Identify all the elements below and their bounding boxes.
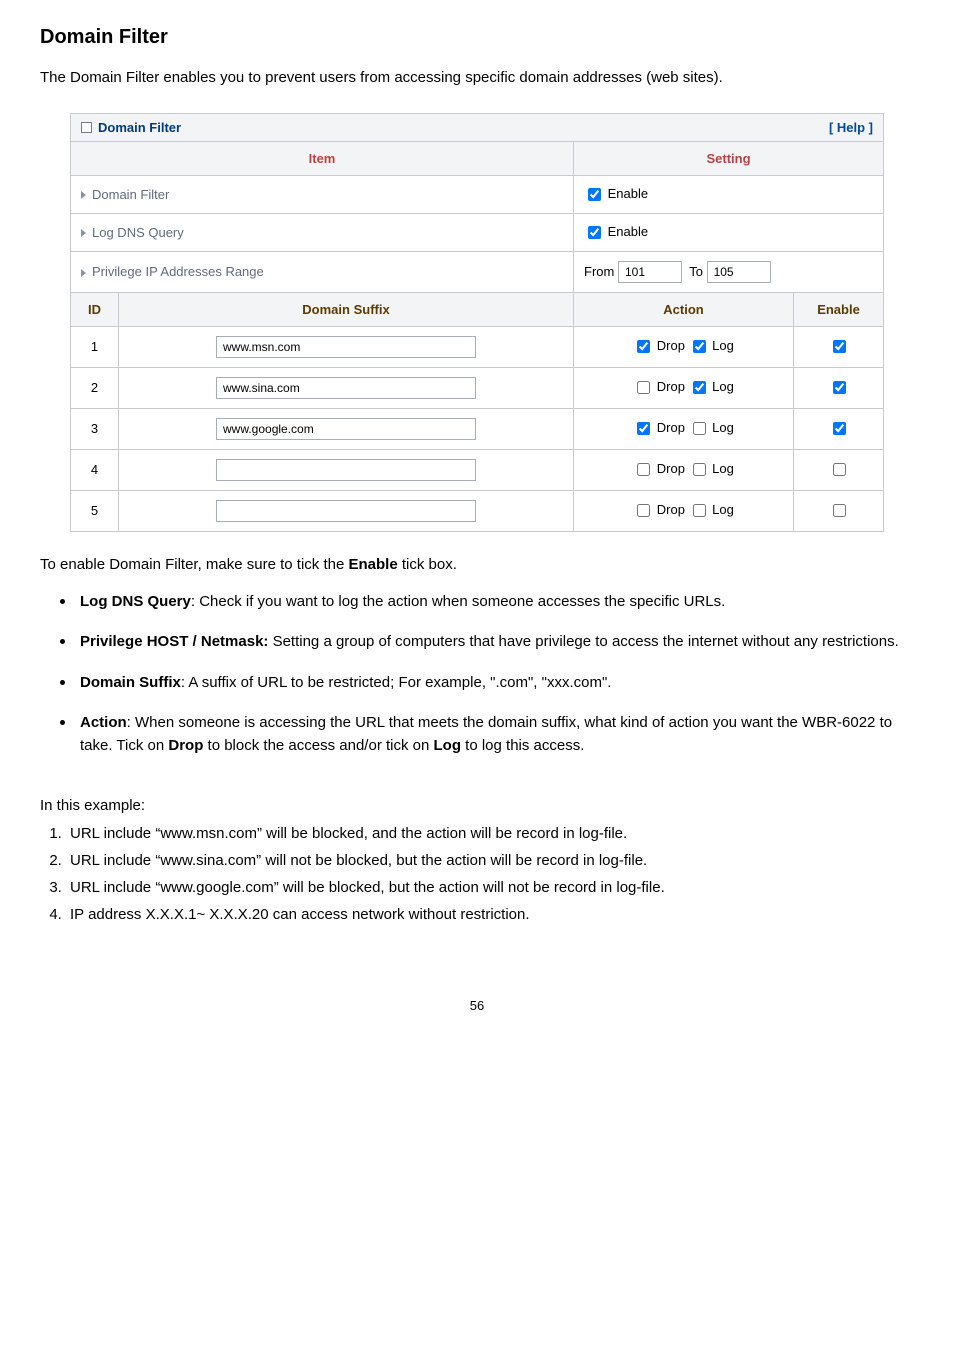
table-row-action: Drop Log bbox=[574, 326, 794, 367]
table-row-id: 1 bbox=[71, 326, 119, 367]
log-label: Log bbox=[709, 379, 734, 394]
table-row-action: Drop Log bbox=[574, 449, 794, 490]
col-action-header: Action bbox=[574, 292, 794, 326]
table-row-enable bbox=[794, 408, 884, 449]
log-label: Log bbox=[709, 420, 734, 435]
domain-suffix-input[interactable] bbox=[216, 500, 476, 522]
triangle-icon bbox=[81, 269, 86, 277]
table-row-id: 3 bbox=[71, 408, 119, 449]
drop-checkbox[interactable] bbox=[637, 422, 650, 435]
examples-list: URL include “www.msn.com” will be blocke… bbox=[40, 820, 914, 928]
help-link[interactable]: [ Help ] bbox=[829, 120, 873, 135]
row-log-dns-setting: Enable bbox=[574, 213, 884, 251]
domain-suffix-input[interactable] bbox=[216, 418, 476, 440]
domain-suffix-input[interactable] bbox=[216, 377, 476, 399]
drop-label: Drop bbox=[653, 420, 688, 435]
log-checkbox[interactable] bbox=[693, 422, 706, 435]
intro-text: The Domain Filter enables you to prevent… bbox=[40, 67, 914, 89]
panel-header: Domain Filter [ Help ] bbox=[71, 113, 884, 141]
table-row-enable bbox=[794, 326, 884, 367]
panel-title: Domain Filter bbox=[98, 120, 181, 135]
to-label: To bbox=[689, 264, 703, 279]
table-row-suffix bbox=[119, 490, 574, 531]
triangle-icon bbox=[81, 191, 86, 199]
row-domain-filter-label: Domain Filter bbox=[71, 175, 574, 213]
table-row-suffix bbox=[119, 449, 574, 490]
row-enable-checkbox[interactable] bbox=[833, 381, 846, 394]
table-row-id: 5 bbox=[71, 490, 119, 531]
log-label: Log bbox=[709, 338, 734, 353]
triangle-icon bbox=[81, 229, 86, 237]
bullet-list: Log DNS Query: Check if you want to log … bbox=[40, 591, 914, 776]
from-label: From bbox=[584, 264, 614, 279]
drop-label: Drop bbox=[653, 379, 688, 394]
log-checkbox[interactable] bbox=[693, 381, 706, 394]
row-priv-range-setting: From To bbox=[574, 251, 884, 292]
log-checkbox[interactable] bbox=[693, 340, 706, 353]
row-domain-filter-setting: Enable bbox=[574, 175, 884, 213]
bullet-item: Domain Suffix: A suffix of URL to be res… bbox=[40, 672, 914, 713]
page-title: Domain Filter bbox=[40, 26, 914, 49]
table-row-enable bbox=[794, 449, 884, 490]
drop-checkbox[interactable] bbox=[637, 381, 650, 394]
table-row-action: Drop Log bbox=[574, 490, 794, 531]
col-suffix-header: Domain Suffix bbox=[119, 292, 574, 326]
drop-checkbox[interactable] bbox=[637, 463, 650, 476]
drop-label: Drop bbox=[653, 502, 688, 517]
enable-label: Enable bbox=[608, 224, 648, 239]
priv-from-input[interactable] bbox=[618, 261, 682, 283]
col-enable-header: Enable bbox=[794, 292, 884, 326]
col-setting-header: Setting bbox=[574, 141, 884, 175]
enable-label: Enable bbox=[608, 186, 648, 201]
bullet-item: Action: When someone is accessing the UR… bbox=[40, 712, 914, 775]
row-log-dns-label: Log DNS Query bbox=[71, 213, 574, 251]
log-dns-enable-checkbox[interactable] bbox=[588, 226, 601, 239]
domain-filter-enable-checkbox[interactable] bbox=[588, 188, 601, 201]
bullet-item: Log DNS Query: Check if you want to log … bbox=[40, 591, 914, 632]
row-priv-range-label: Privilege IP Addresses Range bbox=[71, 251, 574, 292]
table-row-action: Drop Log bbox=[574, 367, 794, 408]
drop-checkbox[interactable] bbox=[637, 340, 650, 353]
log-label: Log bbox=[709, 502, 734, 517]
row-enable-checkbox[interactable] bbox=[833, 463, 846, 476]
table-row-id: 4 bbox=[71, 449, 119, 490]
panel-icon bbox=[81, 122, 92, 133]
bullet-item: Privilege HOST / Netmask: Setting a grou… bbox=[40, 631, 914, 672]
log-checkbox[interactable] bbox=[693, 504, 706, 517]
example-item: URL include “www.google.com” will be blo… bbox=[66, 874, 914, 901]
table-row-enable bbox=[794, 367, 884, 408]
row-enable-checkbox[interactable] bbox=[833, 422, 846, 435]
log-checkbox[interactable] bbox=[693, 463, 706, 476]
domain-filter-panel: Domain Filter [ Help ] Item Setting Doma… bbox=[70, 113, 884, 532]
table-row-suffix bbox=[119, 367, 574, 408]
example-heading: In this example: bbox=[40, 797, 914, 814]
drop-label: Drop bbox=[653, 461, 688, 476]
page-number: 56 bbox=[40, 998, 914, 1013]
priv-to-input[interactable] bbox=[707, 261, 771, 283]
log-label: Log bbox=[709, 461, 734, 476]
table-row-enable bbox=[794, 490, 884, 531]
domain-suffix-input[interactable] bbox=[216, 336, 476, 358]
col-item-header: Item bbox=[71, 141, 574, 175]
drop-checkbox[interactable] bbox=[637, 504, 650, 517]
example-item: URL include “www.sina.com” will not be b… bbox=[66, 847, 914, 874]
table-row-id: 2 bbox=[71, 367, 119, 408]
domain-suffix-input[interactable] bbox=[216, 459, 476, 481]
table-row-action: Drop Log bbox=[574, 408, 794, 449]
row-enable-checkbox[interactable] bbox=[833, 504, 846, 517]
example-item: IP address X.X.X.1~ X.X.X.20 can access … bbox=[66, 901, 914, 928]
row-enable-checkbox[interactable] bbox=[833, 340, 846, 353]
table-row-suffix bbox=[119, 326, 574, 367]
drop-label: Drop bbox=[653, 338, 688, 353]
after-table-text: To enable Domain Filter, make sure to ti… bbox=[40, 556, 914, 573]
col-id-header: ID bbox=[71, 292, 119, 326]
example-item: URL include “www.msn.com” will be blocke… bbox=[66, 820, 914, 847]
table-row-suffix bbox=[119, 408, 574, 449]
